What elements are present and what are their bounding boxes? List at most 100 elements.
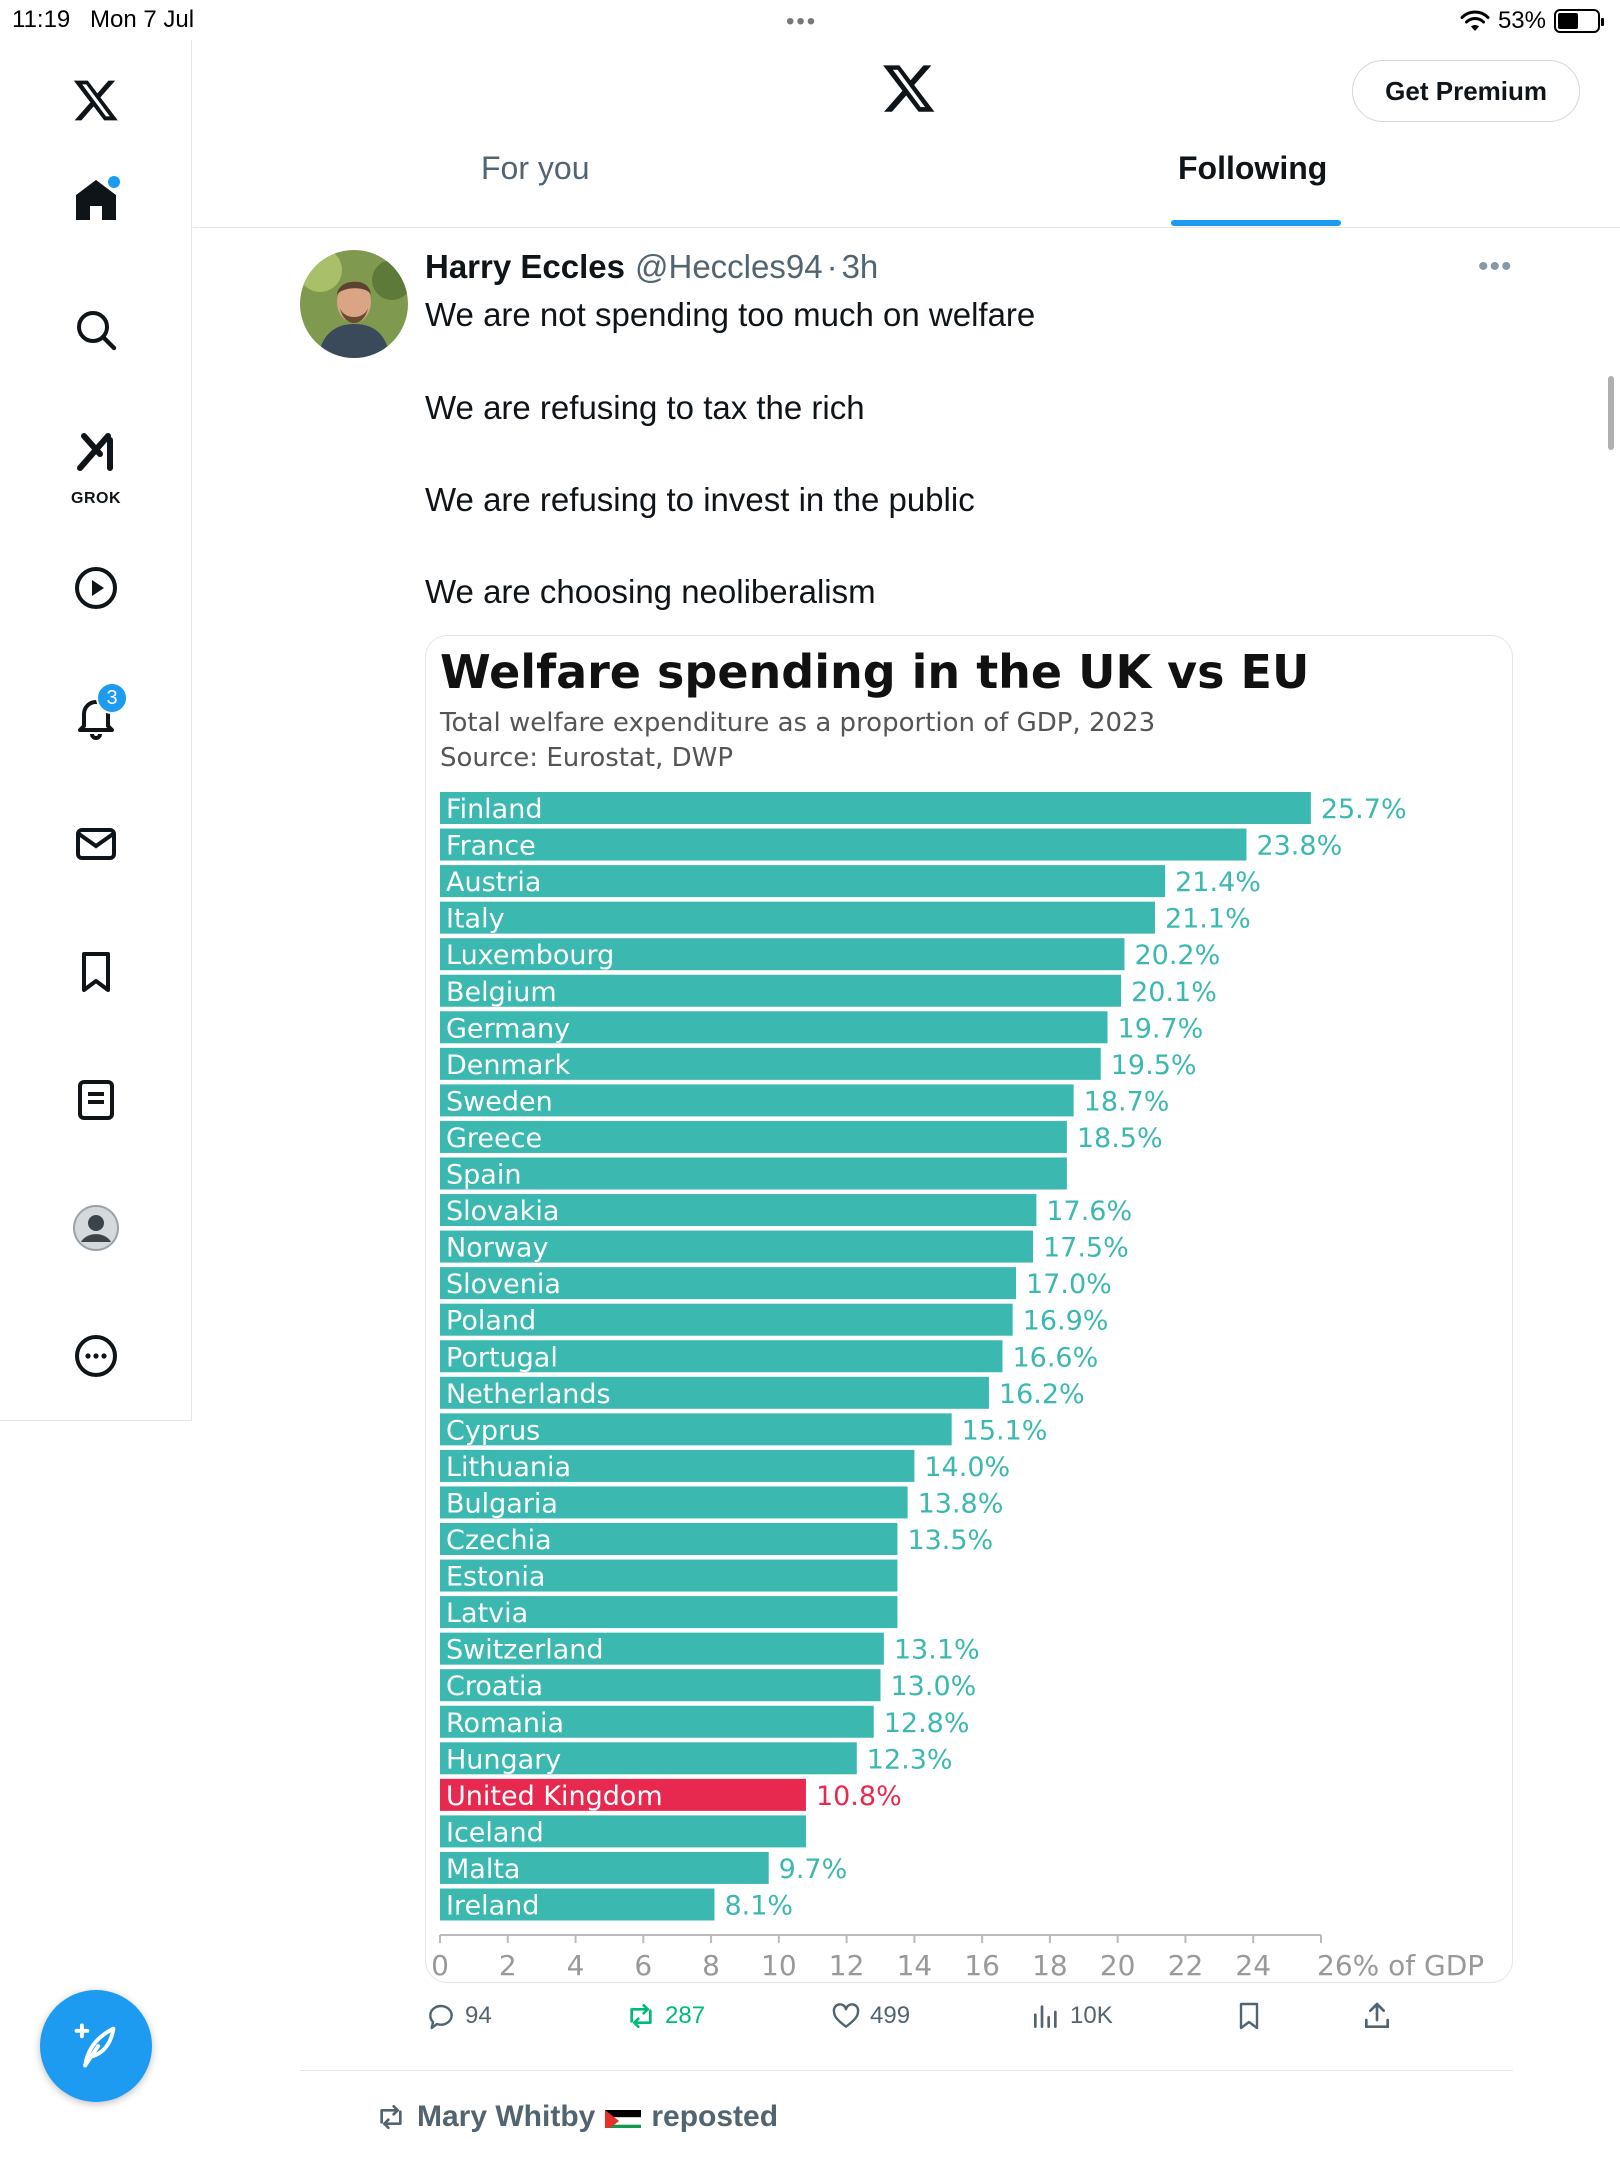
bar-value-label: 17.0% <box>1026 1269 1112 1300</box>
bookmark-icon <box>1239 2002 1259 2030</box>
bar <box>440 1376 989 1409</box>
multitasking-dots-icon[interactable]: ••• <box>786 8 818 35</box>
bar <box>440 1413 952 1446</box>
tweet-divider <box>300 2070 1513 2071</box>
bar-category-label: Croatia <box>446 1671 543 1702</box>
tweet-header: Harry Eccles @Heccles94 · 3h <box>425 248 878 286</box>
x-tick-label: 26% of GDP <box>1317 1949 1484 1982</box>
bar-category-label: Greece <box>446 1123 542 1154</box>
wifi-icon <box>1460 10 1490 31</box>
bar-category-label: Germany <box>446 1013 570 1044</box>
bar-value-label: 12.3% <box>867 1744 953 1775</box>
bar-value-label: 9.7% <box>779 1854 848 1885</box>
grok-icon <box>77 433 113 471</box>
x-tick-label: 20 <box>1100 1949 1136 1982</box>
sidebar: GROK 3 <box>0 40 192 1420</box>
dot-separator: · <box>826 248 838 285</box>
chart-svg: Welfare spending in the UK vs EU Total we… <box>431 645 1484 1982</box>
active-tab-indicator <box>1171 220 1341 226</box>
bar-value-label: 23.8% <box>1256 831 1342 862</box>
sidebar-item-bookmarks[interactable] <box>50 932 142 1012</box>
x-logo-icon <box>883 65 935 112</box>
sidebar-item-messages[interactable] <box>50 804 142 884</box>
bar-category-label: Iceland <box>446 1817 544 1848</box>
bar-category-label: Poland <box>446 1306 536 1337</box>
bar-value-label: 12.8% <box>884 1708 970 1739</box>
tweet-time[interactable]: 3h <box>841 248 879 285</box>
bar-value-label: 20.2% <box>1134 940 1220 971</box>
bar-category-label: Netherlands <box>446 1379 611 1410</box>
reposter-name[interactable]: Mary Whitby <box>417 2100 596 2133</box>
repost-button[interactable]: 287 <box>625 2000 705 2032</box>
bar <box>440 1011 1108 1044</box>
search-icon <box>77 311 117 351</box>
share-icon <box>1365 2002 1389 2028</box>
bar-value-label: 25.7% <box>1321 794 1407 825</box>
mail-icon <box>76 828 116 860</box>
x-tick-label: 4 <box>567 1949 585 1982</box>
bar <box>440 1340 1003 1373</box>
reply-count: 94 <box>465 2002 492 2029</box>
bar-value-label: 16.9% <box>1023 1306 1109 1337</box>
x-tick-label: 24 <box>1235 1949 1271 1982</box>
reply-button[interactable]: 94 <box>425 2000 492 2032</box>
bar-category-label: Cyprus <box>446 1415 540 1446</box>
bookmark-button[interactable] <box>1233 2000 1265 2032</box>
x-logo-icon[interactable] <box>50 60 142 140</box>
sidebar-item-grok[interactable]: GROK <box>50 416 142 507</box>
bar-value-label: 10.8% <box>816 1781 902 1812</box>
bar <box>440 1778 806 1811</box>
bar-category-label: Italy <box>446 904 505 935</box>
palestine-flag-icon <box>605 2106 642 2128</box>
like-button[interactable]: 499 <box>830 2000 910 2032</box>
bar <box>440 828 1247 861</box>
sidebar-divider <box>0 1420 192 1421</box>
author-name[interactable]: Harry Eccles <box>425 248 625 285</box>
bar <box>440 792 1311 824</box>
tweet-media-chart[interactable]: Welfare spending in the UK vs EU Total we… <box>425 635 1513 1983</box>
bar-value-label: 18.7% <box>1084 1086 1170 1117</box>
bar-value-label: 13.8% <box>918 1488 1004 1519</box>
sidebar-item-home[interactable] <box>50 160 142 240</box>
bar-value-label: 13.0% <box>891 1671 977 1702</box>
more-icon <box>75 1335 117 1377</box>
tweet-text-line: We are choosing neoliberalism <box>425 573 876 610</box>
tweet-more-icon[interactable]: ••• <box>1478 250 1513 283</box>
repost-icon <box>630 2004 652 2028</box>
sidebar-item-videos[interactable] <box>50 548 142 628</box>
sidebar-item-notifications[interactable]: 3 <box>50 676 142 756</box>
tab-following[interactable]: Following <box>1178 150 1328 186</box>
sidebar-item-search[interactable] <box>50 290 142 370</box>
view-count: 10K <box>1070 2002 1113 2029</box>
bar-category-label: Sweden <box>446 1086 553 1117</box>
bar-value-label: 13.5% <box>907 1525 993 1556</box>
bar <box>440 1084 1074 1117</box>
get-premium-button[interactable]: Get Premium <box>1352 60 1580 122</box>
bar-value-label: 19.7% <box>1118 1013 1204 1044</box>
battery-icon <box>1554 9 1604 33</box>
bar-value-label: 21.4% <box>1175 867 1261 898</box>
views-button[interactable]: 10K <box>1030 2000 1113 2032</box>
sidebar-item-profile[interactable] <box>50 1188 142 1268</box>
share-button[interactable] <box>1361 2000 1393 2032</box>
bar <box>440 865 1166 898</box>
x-tick-label: 8 <box>702 1949 720 1982</box>
status-bar: 11:19 Mon 7 Jul ••• 53% <box>0 0 1620 40</box>
sidebar-item-more[interactable] <box>50 1316 142 1396</box>
tab-for-you[interactable]: For you <box>481 150 590 186</box>
author-handle[interactable]: @Heccles94 <box>634 248 823 285</box>
author-avatar[interactable] <box>300 250 408 358</box>
status-time: 11:19 <box>12 6 71 33</box>
repost-count: 287 <box>665 2002 706 2029</box>
avatar-icon <box>73 1205 119 1251</box>
compose-button[interactable] <box>40 1990 152 2102</box>
bar <box>440 1815 806 1848</box>
tweet-text-line: We are refusing to tax the rich <box>425 389 865 426</box>
x-tick-label: 10 <box>761 1949 797 1982</box>
bar-category-label: Luxembourg <box>446 940 614 971</box>
scrollbar[interactable] <box>1608 376 1614 450</box>
x-tick-label: 22 <box>1168 1949 1204 1982</box>
bar-category-label: Estonia <box>446 1562 545 1593</box>
sidebar-item-lists[interactable] <box>50 1060 142 1140</box>
bar-category-label: Latvia <box>446 1598 528 1629</box>
